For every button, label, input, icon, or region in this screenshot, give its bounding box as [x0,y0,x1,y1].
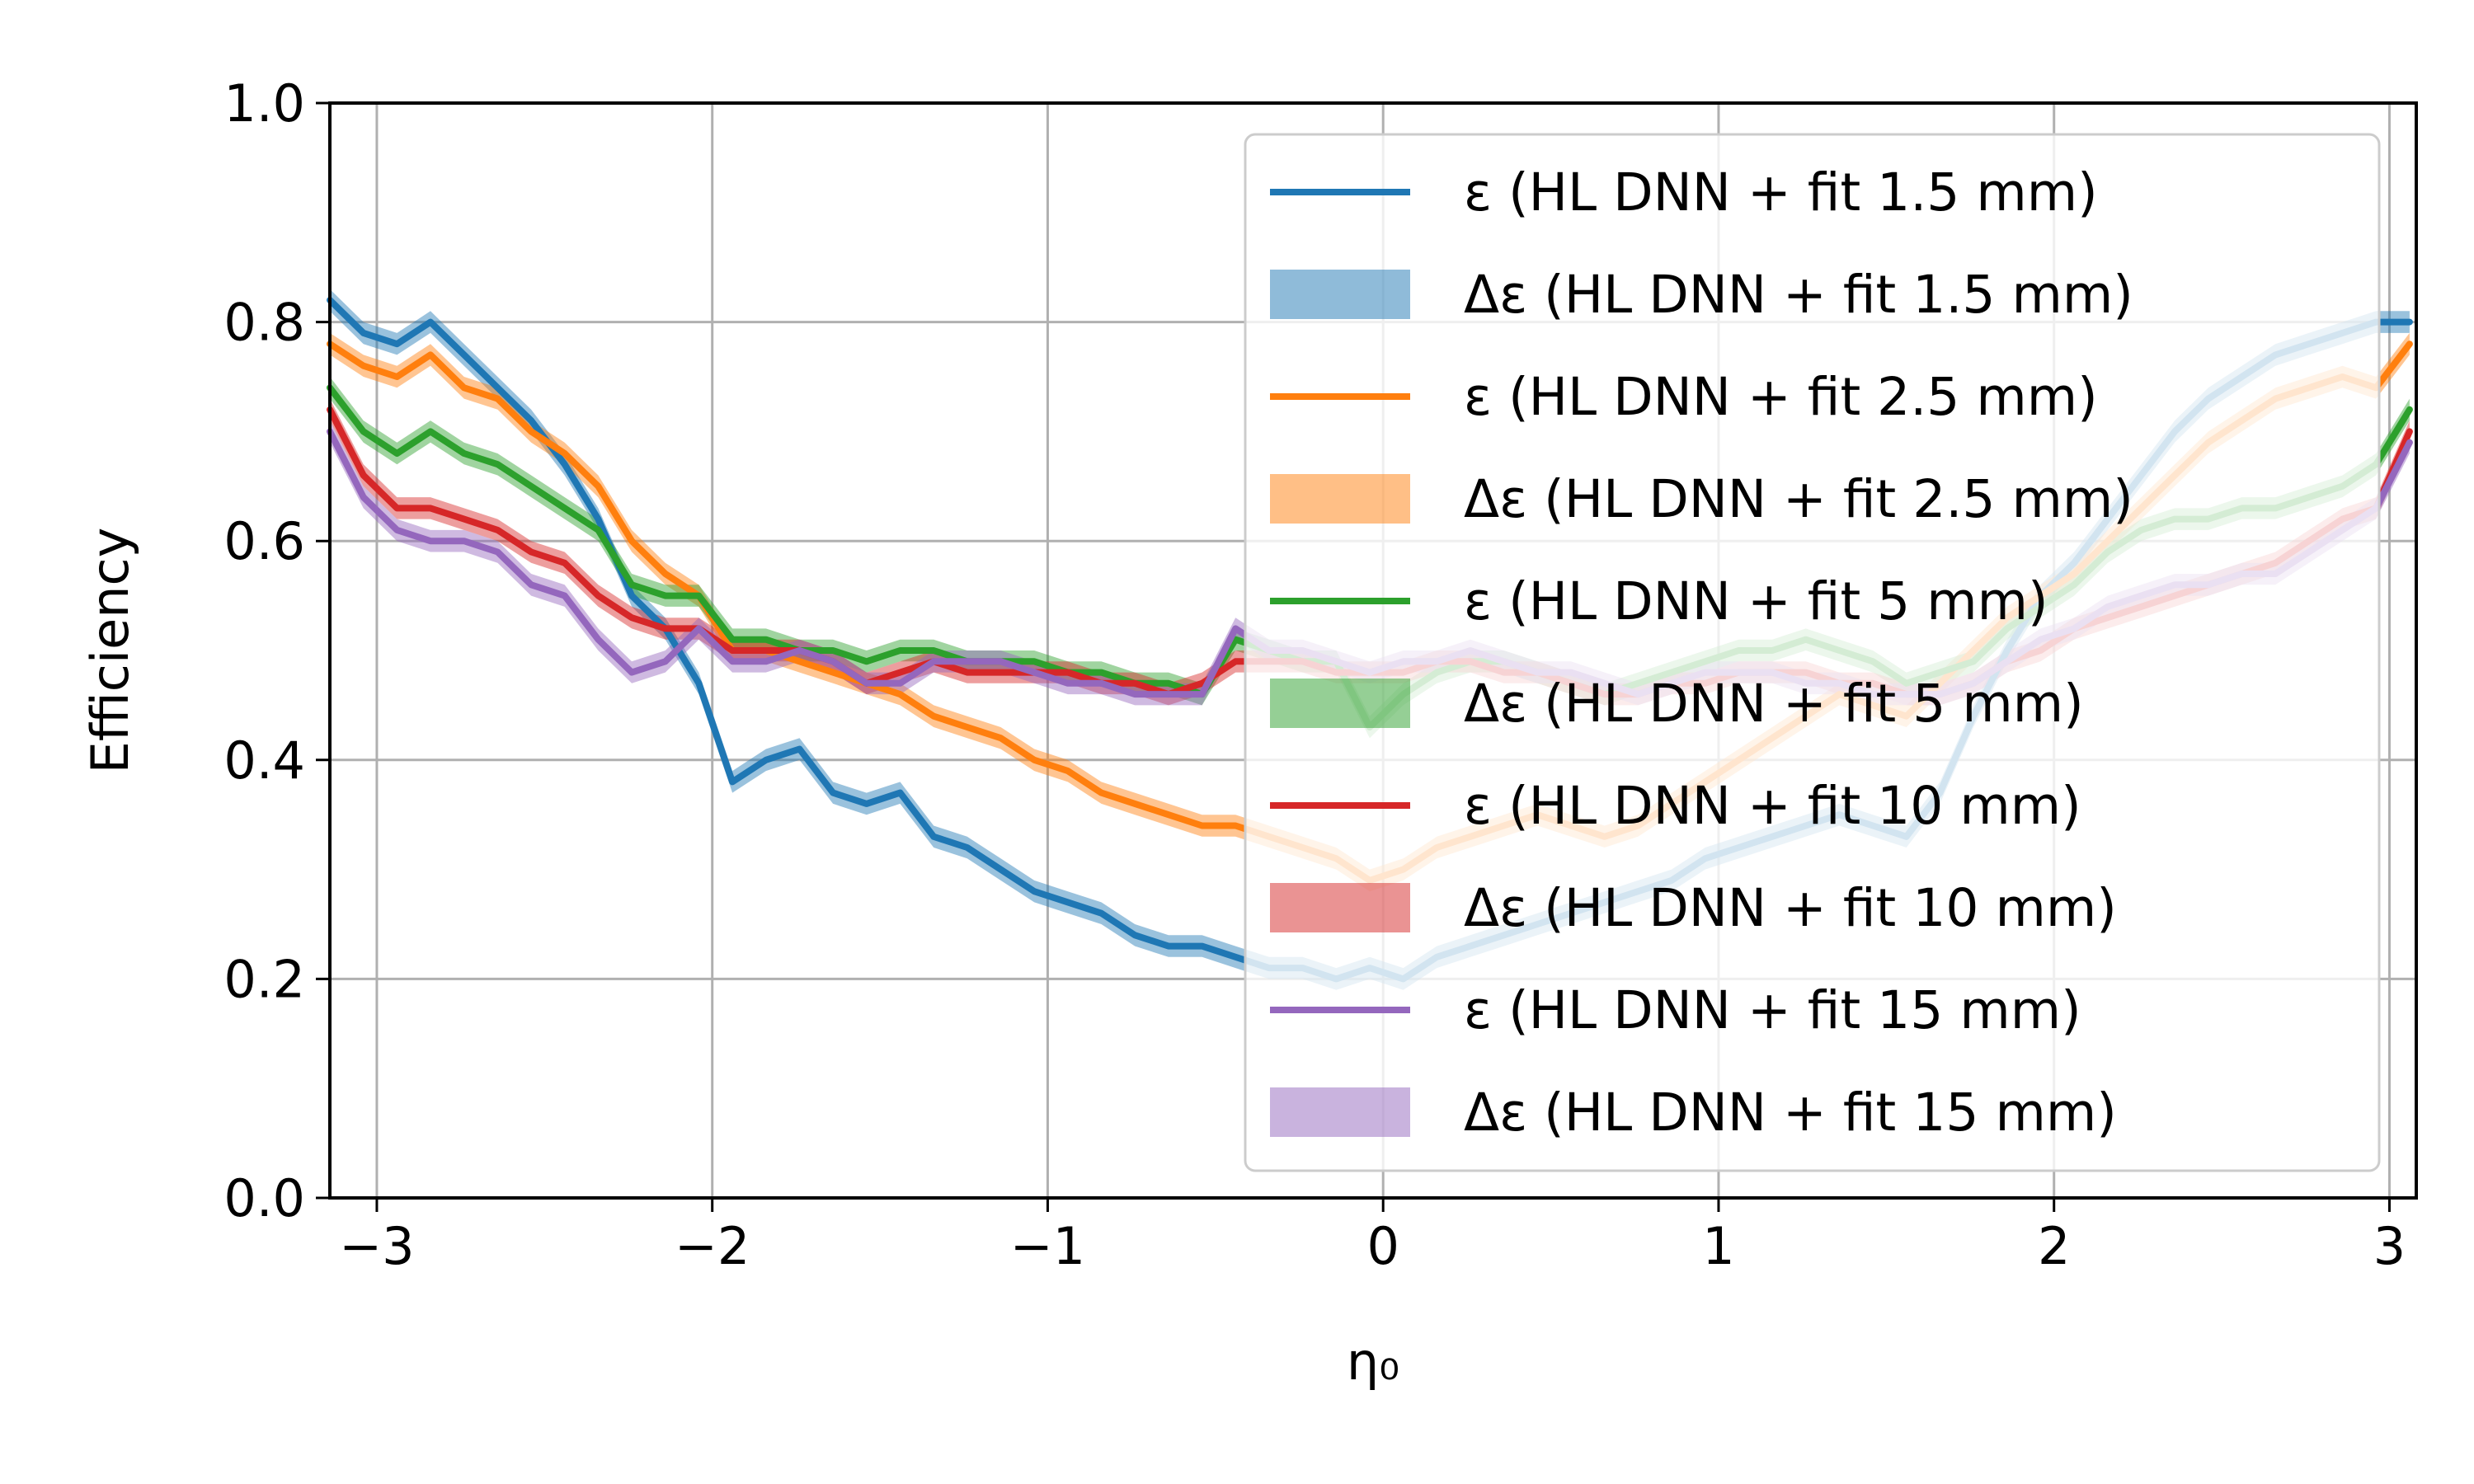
legend: ε (HL DNN + fit 1.5 mm) Δε (HL DNN + fit … [1244,133,2381,1172]
legend-label: Δε (HL DNN + fit 15 mm) [1464,1082,2117,1143]
x-tick-label: −1 [1010,1216,1085,1276]
x-axis-label: η₀ [1347,1331,1399,1392]
y-tick-label: 0.8 [223,293,305,353]
legend-band-swatch [1270,270,1410,319]
x-tick-label: −3 [339,1216,414,1276]
legend-band-swatch [1270,883,1410,932]
legend-label: ε (HL DNN + fit 15 mm) [1464,980,2081,1040]
legend-label: ε (HL DNN + fit 10 mm) [1464,776,2081,836]
legend-label: ε (HL DNN + fit 5 mm) [1464,571,2048,632]
y-tick-label: 0.2 [223,949,305,1009]
x-tick-label: 3 [2373,1216,2406,1276]
legend-label: ε (HL DNN + fit 2.5 mm) [1464,367,2098,427]
legend-band-swatch [1270,1087,1410,1137]
x-tick-label: 1 [1702,1216,1734,1276]
legend-label: Δε (HL DNN + fit 2.5 mm) [1464,469,2133,529]
y-tick-label: 0.6 [223,511,305,571]
x-tick-label: −2 [675,1216,750,1276]
x-tick-label: 0 [1366,1216,1399,1276]
plot-frame [328,101,2418,1200]
y-axis-label: Efficiency [80,528,140,774]
legend-band-swatch [1270,679,1410,728]
legend-label: Δε (HL DNN + fit 1.5 mm) [1464,265,2133,325]
y-tick-label: 1.0 [223,73,305,134]
y-tick-label: 0.4 [223,730,305,791]
uncertainty-band [330,377,2410,739]
tick-layer: −3 −2 −1 0 1 2 3 0.0 0.2 0.4 0.6 0.8 1.0 [223,73,2406,1276]
y-tick-label: 0.0 [223,1168,305,1228]
legend-label: Δε (HL DNN + fit 5 mm) [1464,674,2084,734]
legend-box [1244,133,2381,1172]
legend-label: ε (HL DNN + fit 1.5 mm) [1464,162,2098,223]
band-layer [330,289,2410,990]
x-tick-label: 2 [2038,1216,2070,1276]
legend-band-swatch [1270,474,1410,524]
legend-label: Δε (HL DNN + fit 10 mm) [1464,878,2117,938]
